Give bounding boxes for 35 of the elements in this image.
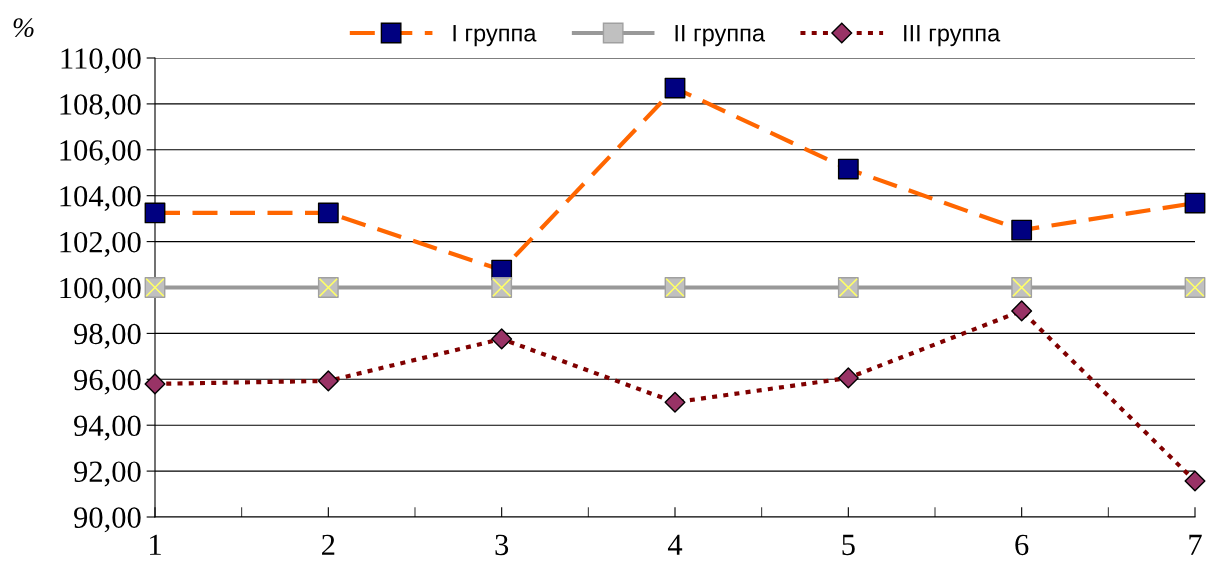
y-tick-label: 94,00 <box>74 415 141 441</box>
y-tick-label: 100,00 <box>60 277 141 303</box>
y-tick-label: 102,00 <box>60 231 141 257</box>
point <box>1011 219 1033 241</box>
y-tick-label: 108,00 <box>60 94 141 120</box>
point <box>317 202 339 224</box>
y-tick-label: 92,00 <box>74 461 141 487</box>
y-axis-title: % <box>13 18 34 38</box>
y-tick-label: 106,00 <box>60 140 141 166</box>
point <box>1011 300 1033 322</box>
x-tick-label: 6 <box>1015 534 1029 556</box>
x-tick-label: 2 <box>322 534 335 555</box>
legend-label: I группа <box>453 25 537 47</box>
point <box>144 202 166 224</box>
x-tick-label: 5 <box>842 534 855 556</box>
point <box>837 367 859 389</box>
y-tick-label: 98,00 <box>74 323 141 349</box>
y-tick-label: 110,00 <box>61 48 141 74</box>
x-tick-label: 4 <box>667 534 683 555</box>
point <box>1184 192 1206 214</box>
y-tick-label: 90,00 <box>74 507 141 533</box>
x-tick-label: 7 <box>1189 534 1202 555</box>
point <box>491 328 513 350</box>
point <box>837 158 859 180</box>
point <box>664 77 686 99</box>
point <box>1184 470 1206 492</box>
y-tick-label: 104,00 <box>60 185 141 211</box>
point <box>144 373 166 395</box>
legend-label: III группа <box>904 25 1001 47</box>
legend-label: II группа <box>675 25 766 47</box>
x-tick-label: 3 <box>495 534 509 556</box>
point <box>664 391 686 413</box>
y-tick-label: 96,00 <box>74 369 141 395</box>
x-tick-label: 1 <box>150 534 161 555</box>
point <box>317 370 339 392</box>
